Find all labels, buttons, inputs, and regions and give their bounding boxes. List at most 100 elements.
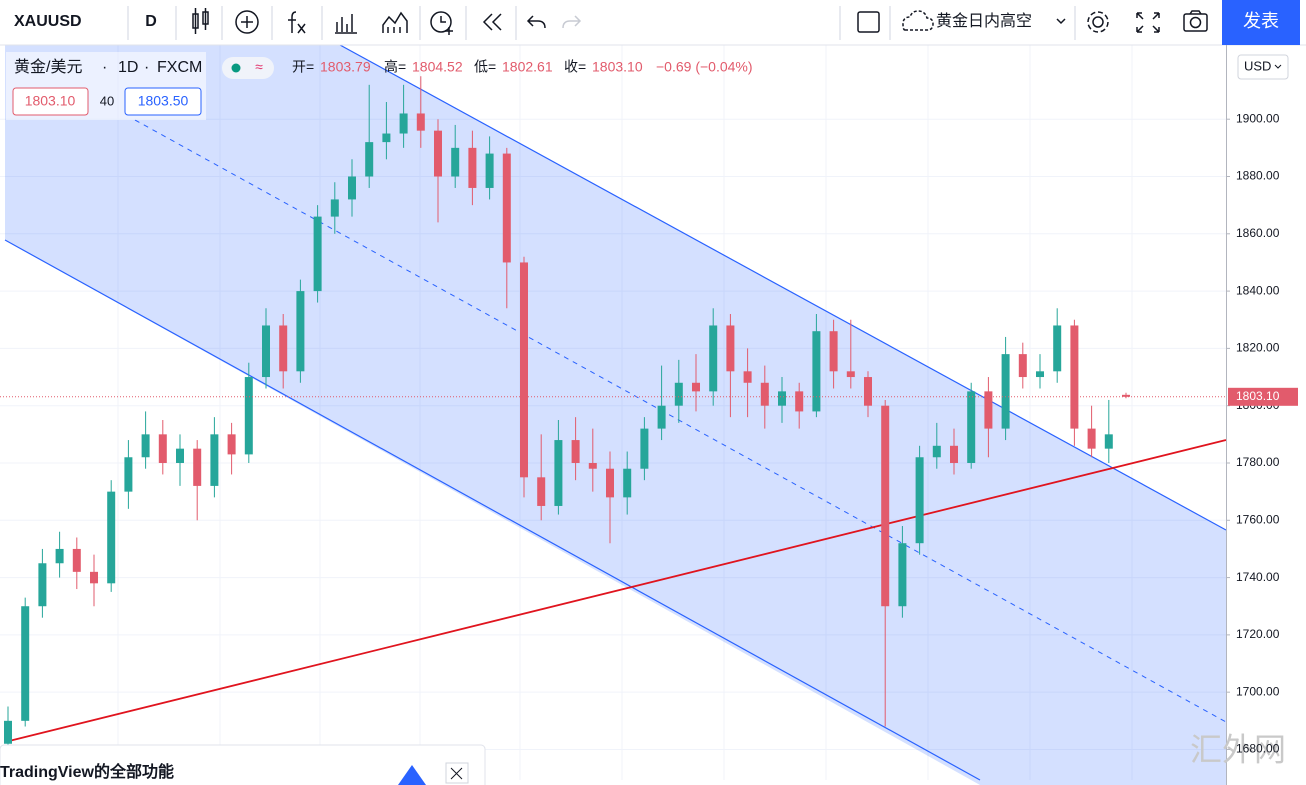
candle-body xyxy=(434,130,442,177)
legend-dot: · xyxy=(144,59,149,76)
channel-lower xyxy=(4,239,981,781)
close-banner-x xyxy=(450,767,463,780)
candle-body xyxy=(1036,371,1044,378)
sell-button[interactable] xyxy=(12,87,89,116)
candle-body xyxy=(846,371,855,378)
candle-body xyxy=(399,113,408,134)
indicator-add-icon[interactable] xyxy=(235,10,259,34)
currency[interactable]: USD xyxy=(1244,58,1271,73)
toolbar xyxy=(0,0,1306,45)
candle-body xyxy=(520,262,528,478)
candle-body xyxy=(674,382,683,406)
candle-body xyxy=(760,382,769,406)
candle-body xyxy=(210,434,219,486)
y-tick-label: 1860.00 xyxy=(1236,226,1280,240)
candle-body xyxy=(107,491,116,584)
candle-body xyxy=(692,382,700,392)
candle-body xyxy=(932,445,941,458)
status-pill[interactable] xyxy=(222,57,274,79)
fullscreen-icon[interactable] xyxy=(1136,12,1160,33)
candles-icon[interactable] xyxy=(192,8,209,34)
y-tick-label: 1820.00 xyxy=(1236,341,1280,355)
candle-body xyxy=(55,548,64,564)
candle-body xyxy=(537,477,546,506)
candle-body xyxy=(1087,428,1096,449)
legend-dot: · xyxy=(102,59,107,76)
ohlc: 开= 1803.79 高= 1804.52 低= 1802.61 收= 1803… xyxy=(292,59,753,75)
dropdown-icon[interactable] xyxy=(1056,18,1066,25)
templates-icon[interactable] xyxy=(382,11,408,33)
layout-name[interactable]: 黄金日内高空 xyxy=(936,12,1032,30)
candle-body xyxy=(984,391,993,429)
interval[interactable]: D xyxy=(145,13,157,30)
candle-body xyxy=(795,391,804,412)
candle-body xyxy=(296,291,305,372)
low-label: 低= xyxy=(474,59,496,75)
change: −0.69 (−0.04%) xyxy=(656,59,753,75)
candle-body xyxy=(279,325,288,372)
candle-body xyxy=(554,440,563,506)
buy-button[interactable] xyxy=(124,87,202,116)
fx-icon[interactable] xyxy=(288,11,306,34)
undo-icon[interactable] xyxy=(526,15,546,29)
sell-price[interactable]: 1803.10 xyxy=(25,93,76,109)
watermark: 汇外网 xyxy=(1190,731,1286,767)
y-tick-label: 1780.00 xyxy=(1236,455,1280,469)
compare-icon[interactable] xyxy=(335,14,357,34)
candle-body xyxy=(72,548,81,572)
alert-icon[interactable] xyxy=(430,11,453,35)
candle-body xyxy=(950,445,958,463)
replay-icon[interactable] xyxy=(482,13,502,31)
layout-icon[interactable] xyxy=(857,11,880,33)
legend-source: FXCM xyxy=(157,59,202,76)
publish-button[interactable] xyxy=(1222,0,1300,45)
y-tick-label: 1680.00 xyxy=(1236,742,1280,756)
candle-body xyxy=(898,543,907,607)
candle-body xyxy=(468,147,477,188)
channel-fill xyxy=(5,45,1226,785)
market-open-dot xyxy=(231,63,241,73)
y-tick-label: 1720.00 xyxy=(1236,627,1280,641)
candle-body xyxy=(726,325,735,372)
candle-body xyxy=(812,331,821,412)
candle-body xyxy=(1070,325,1079,429)
candle-body xyxy=(1018,354,1027,378)
camera-icon[interactable] xyxy=(1183,10,1208,32)
candle-body xyxy=(606,468,614,498)
publish-label[interactable]: 发表 xyxy=(1243,11,1279,31)
high-label: 高= xyxy=(384,59,406,75)
legend-interval: 1D xyxy=(118,59,138,76)
candle-body xyxy=(416,113,425,131)
channel-upper xyxy=(339,44,1227,531)
currency-button[interactable] xyxy=(1237,54,1289,80)
candle-body xyxy=(1104,434,1113,449)
y-tick-label: 1760.00 xyxy=(1236,512,1280,526)
candle-body xyxy=(657,405,666,429)
candle-body xyxy=(176,448,184,463)
symbol[interactable]: XAUUSD xyxy=(14,13,82,30)
low-value: 1802.61 xyxy=(502,59,553,75)
trend-line xyxy=(4,439,1227,743)
candle-body xyxy=(158,434,167,463)
close-value: 1803.10 xyxy=(592,59,643,75)
candle-body xyxy=(709,325,718,392)
y-tick-label: 1900.00 xyxy=(1236,111,1280,125)
candle-body xyxy=(262,325,270,378)
candle-body xyxy=(330,199,339,217)
candle-body xyxy=(90,571,98,584)
candle-body xyxy=(588,462,597,469)
candle-body xyxy=(1001,354,1010,429)
y-tick-label: 1700.00 xyxy=(1236,684,1280,698)
redo-icon[interactable] xyxy=(562,15,582,29)
candle-body xyxy=(881,405,890,607)
settings-icon[interactable] xyxy=(1087,11,1109,33)
promo-banner xyxy=(0,744,486,785)
candle-body xyxy=(193,448,202,486)
candle-body xyxy=(21,606,30,721)
buy-price[interactable]: 1803.50 xyxy=(138,93,189,109)
candle-body xyxy=(244,377,253,455)
candle-body xyxy=(313,216,322,292)
channel-mid xyxy=(134,119,1227,723)
toolbar-icons xyxy=(127,6,1208,40)
